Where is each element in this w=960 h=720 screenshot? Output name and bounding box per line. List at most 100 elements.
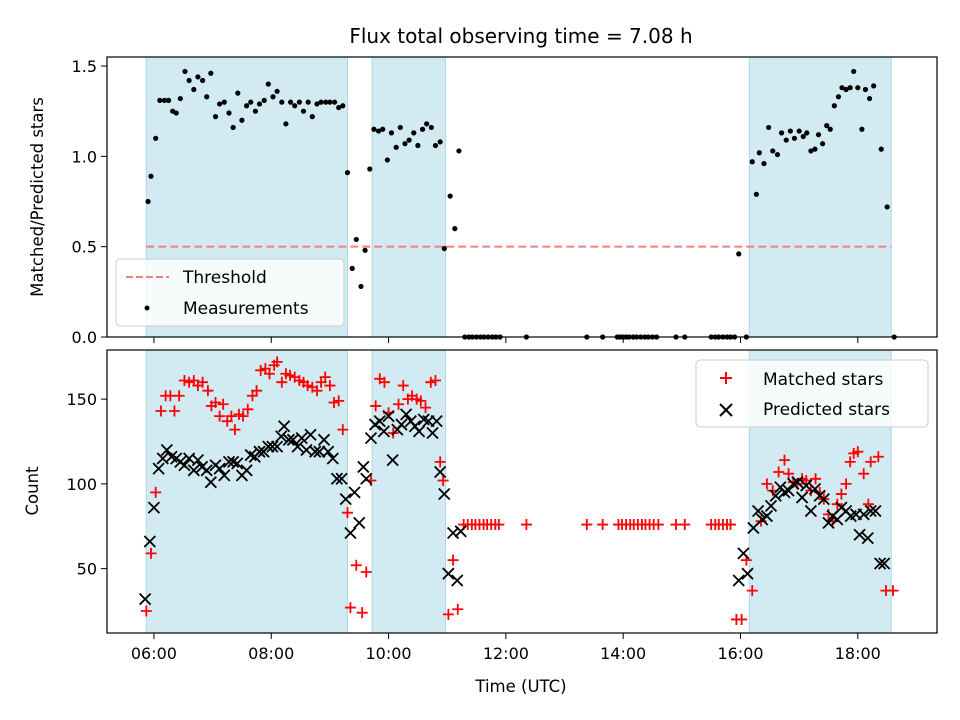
predicted-star-point — [817, 492, 830, 506]
predicted-star-point — [395, 418, 408, 431]
predicted-star-point — [278, 420, 291, 433]
predicted-star-point — [226, 455, 240, 468]
predicted-star-point — [240, 464, 253, 477]
matched-star-point — [229, 424, 241, 436]
matched-star-point — [140, 605, 152, 617]
predicted-star-point — [313, 445, 326, 458]
matched-star-point — [217, 398, 229, 410]
measurement-point — [292, 103, 298, 109]
measurement-point — [855, 85, 861, 91]
measurement-point — [411, 130, 417, 136]
measurement-point — [367, 166, 373, 172]
measurement-point — [437, 139, 443, 145]
predicted-star-point — [795, 491, 809, 504]
measurement-point — [353, 236, 359, 243]
legend-matched-label: Matched stars — [763, 370, 883, 390]
predicted-star-point — [275, 430, 288, 443]
matched-star-point — [237, 410, 249, 422]
predicted-star-point — [760, 509, 774, 523]
observing-interval-shade — [371, 56, 446, 338]
matched-star-point — [242, 403, 254, 415]
measurement-point — [318, 99, 324, 105]
predicted-star-point — [737, 547, 750, 560]
observing-interval-shade — [748, 56, 892, 338]
measurement-point — [371, 126, 377, 132]
matched-star-point — [341, 507, 353, 519]
measurement-point — [843, 86, 849, 93]
measurement-point — [770, 148, 776, 154]
measurement-point — [796, 128, 802, 134]
measurement-point — [375, 128, 382, 134]
predicted-star-point — [344, 526, 357, 540]
measurement-point — [349, 265, 355, 271]
y-tick-label: 100 — [66, 475, 97, 494]
measurement-point — [261, 97, 267, 103]
matched-star-point — [168, 405, 180, 417]
measurement-point — [327, 99, 333, 105]
predicted-star-point — [446, 526, 460, 540]
predicted-star-point — [348, 486, 361, 499]
legend-matched-swatch — [720, 372, 732, 384]
measurement-point — [212, 114, 219, 120]
matched-star-point — [887, 585, 899, 597]
measurement-point — [791, 135, 798, 141]
predicted-star-point — [204, 476, 217, 489]
predicted-star-point — [382, 409, 395, 423]
measurement-point — [283, 121, 289, 127]
matched-star-point — [783, 468, 795, 480]
predicted-star-point — [857, 508, 870, 521]
measurement-point — [384, 157, 390, 163]
matched-star-point — [442, 608, 454, 620]
measurement-point — [428, 124, 434, 131]
measurement-point — [456, 148, 462, 154]
predicted-star-point — [787, 477, 800, 491]
measurement-point — [305, 99, 311, 105]
matched-star-point — [493, 519, 505, 531]
predicted-star-point — [732, 574, 745, 587]
predicted-star-point — [853, 528, 866, 541]
y-tick-label: 0.5 — [72, 238, 97, 257]
measurement-point — [239, 117, 245, 123]
legend-predicted-swatch — [719, 403, 733, 417]
predicted-star-point — [804, 504, 818, 518]
predicted-star-point — [218, 469, 231, 482]
predicted-star-point — [187, 464, 200, 477]
ratio-panel: 0.0 0.5 1.0 1.5 Matched/Predicted stars Thr… — [28, 56, 938, 347]
measurement-point — [432, 142, 439, 149]
legend-predicted-label: Predicted stars — [763, 400, 890, 420]
measurement-point — [783, 137, 789, 143]
matched-star-point — [183, 376, 195, 388]
measurement-point — [824, 123, 830, 129]
predicted-star-point — [304, 428, 317, 441]
predicted-star-point — [147, 501, 161, 514]
predicted-star-point — [191, 454, 205, 467]
predicted-star-point — [330, 472, 344, 485]
measurement-point — [186, 77, 192, 84]
matched-star-point — [311, 385, 323, 397]
matched-star-point — [810, 473, 822, 485]
predicted-star-point — [878, 557, 891, 570]
x-tick-label: 16:00 — [717, 644, 763, 663]
measurement-point — [244, 103, 250, 109]
predicted-star-point — [231, 457, 244, 470]
measurement-point — [221, 99, 227, 105]
matched-star-point — [652, 519, 664, 531]
measurement-point — [148, 173, 154, 179]
matched-star-point — [302, 380, 314, 392]
predicted-star-point — [741, 567, 754, 580]
measurement-point — [380, 126, 386, 132]
measurement-point — [778, 130, 785, 136]
predicted-star-point — [295, 431, 308, 445]
matched-star-point — [434, 456, 446, 468]
matched-star-point — [840, 478, 852, 490]
matched-star-point — [872, 451, 884, 463]
measurement-point — [182, 68, 188, 75]
x-tick-label: 14:00 — [600, 644, 646, 663]
matched-star-point — [437, 474, 449, 486]
predicted-star-point — [138, 592, 152, 606]
matched-star-point — [284, 369, 296, 381]
measurement-point — [800, 133, 806, 140]
measurement-point — [323, 99, 329, 105]
measurement-point — [884, 204, 890, 210]
